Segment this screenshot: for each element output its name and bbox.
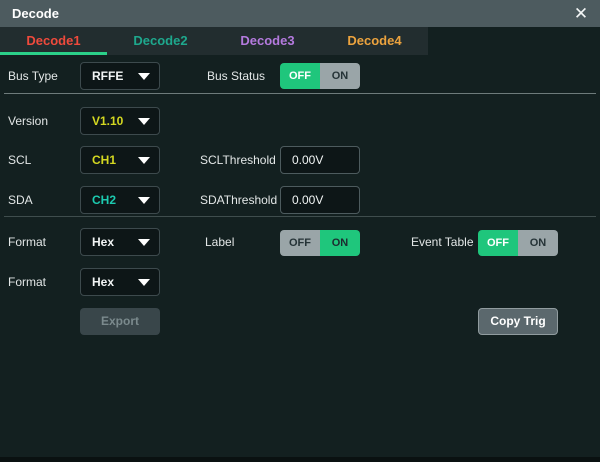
format2-label: Format bbox=[8, 275, 47, 289]
chevron-down-icon bbox=[138, 118, 150, 125]
separator bbox=[4, 93, 596, 94]
tab-decode1[interactable]: Decode1 bbox=[0, 27, 107, 55]
label-toggle[interactable]: OFF ON bbox=[280, 230, 360, 256]
separator bbox=[4, 216, 596, 217]
format2-dropdown[interactable]: Hex bbox=[80, 268, 160, 296]
format-dropdown[interactable]: Hex bbox=[80, 228, 160, 256]
format2-value: Hex bbox=[92, 275, 115, 289]
event-table-on[interactable]: ON bbox=[518, 230, 558, 256]
dialog-title: Decode bbox=[12, 6, 59, 21]
version-value: V1.10 bbox=[92, 114, 124, 128]
sda-value: CH2 bbox=[92, 193, 117, 207]
copy-trig-button[interactable]: Copy Trig bbox=[478, 308, 558, 335]
export-button[interactable]: Export bbox=[80, 308, 160, 335]
label-on[interactable]: ON bbox=[320, 230, 360, 256]
close-icon[interactable]: ✕ bbox=[573, 4, 589, 23]
event-table-off[interactable]: OFF bbox=[478, 230, 518, 256]
chevron-down-icon bbox=[138, 197, 150, 204]
title-bar: Decode ✕ bbox=[0, 0, 600, 27]
format-value: Hex bbox=[92, 235, 115, 249]
scl-value: CH1 bbox=[92, 153, 117, 167]
scl-threshold-label: SCLThreshold bbox=[200, 153, 276, 167]
format-label: Format bbox=[8, 235, 47, 249]
version-dropdown[interactable]: V1.10 bbox=[80, 107, 160, 135]
chevron-down-icon bbox=[138, 239, 150, 246]
label-off[interactable]: OFF bbox=[280, 230, 320, 256]
chevron-down-icon bbox=[138, 157, 150, 164]
sda-threshold-label: SDAThreshold bbox=[200, 193, 278, 207]
tab-decode4[interactable]: Decode4 bbox=[347, 33, 402, 48]
tab-decode2[interactable]: Decode2 bbox=[133, 33, 188, 48]
scl-dropdown[interactable]: CH1 bbox=[80, 146, 160, 174]
decode-tabstrip: Decode1 Decode2 Decode3 Decode4 bbox=[0, 27, 428, 55]
bus-type-dropdown[interactable]: RFFE bbox=[80, 62, 160, 90]
sda-label: SDA bbox=[8, 193, 33, 207]
chevron-down-icon bbox=[138, 279, 150, 286]
bus-status-on[interactable]: ON bbox=[320, 63, 360, 89]
event-table-label: Event Table bbox=[411, 235, 474, 249]
chevron-down-icon bbox=[138, 73, 150, 80]
scl-threshold-value: 0.00V bbox=[292, 153, 324, 167]
bus-status-label: Bus Status bbox=[207, 69, 266, 83]
sda-threshold-value: 0.00V bbox=[292, 193, 324, 207]
sda-threshold-input[interactable]: 0.00V bbox=[280, 186, 360, 214]
bus-type-value: RFFE bbox=[92, 69, 124, 83]
label-toggle-label: Label bbox=[205, 235, 235, 249]
scl-threshold-input[interactable]: 0.00V bbox=[280, 146, 360, 174]
scl-label: SCL bbox=[8, 153, 32, 167]
bus-type-label: Bus Type bbox=[8, 69, 58, 83]
bus-status-off[interactable]: OFF bbox=[280, 63, 320, 89]
version-label: Version bbox=[8, 114, 49, 128]
tab-decode3[interactable]: Decode3 bbox=[240, 33, 295, 48]
event-table-toggle[interactable]: OFF ON bbox=[478, 230, 558, 256]
sda-dropdown[interactable]: CH2 bbox=[80, 186, 160, 214]
dialog-bottom-edge bbox=[0, 457, 600, 462]
bus-status-toggle[interactable]: OFF ON bbox=[280, 63, 360, 89]
